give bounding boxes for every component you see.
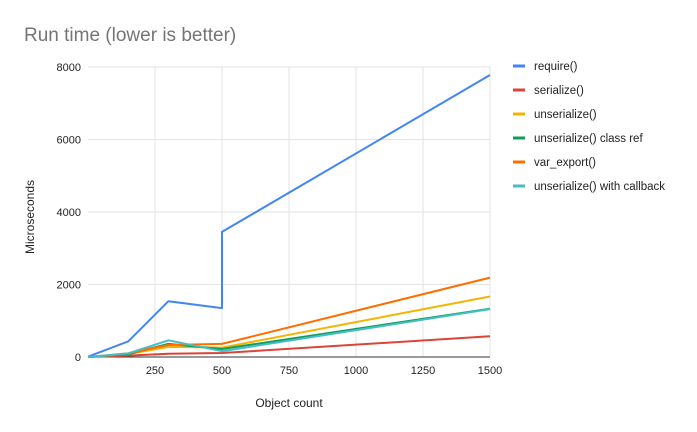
y-tick-label: 0 <box>75 352 81 364</box>
x-tick-label: 250 <box>146 365 164 377</box>
plot-grid <box>88 66 491 357</box>
x-tick-label: 750 <box>280 365 298 377</box>
y-tick-label: 6000 <box>57 135 81 147</box>
legend-label: unserialize() with callback <box>534 181 665 193</box>
series-line <box>88 308 491 358</box>
y-tick-label: 8000 <box>57 62 81 74</box>
legend-label: unserialize() class ref <box>534 133 643 145</box>
legend-label: unserialize() <box>534 109 597 121</box>
legend-label: serialize() <box>534 85 584 97</box>
y-axis-label: Microseconds <box>23 180 37 254</box>
chart-legend: require() serialize() unserialize() unseria… <box>513 61 665 193</box>
plot-series <box>87 74 491 358</box>
chart-title: Run time (lower is better) <box>24 25 236 46</box>
legend-label: require() <box>534 61 578 73</box>
plot-axes: 0 2000 4000 6000 8000 250 500 750 1000 1250 1500 <box>57 62 503 377</box>
y-tick-label: 4000 <box>57 207 81 219</box>
x-tick-label: 1500 <box>478 365 502 377</box>
legend-label: var_export() <box>534 157 596 169</box>
y-tick-label: 2000 <box>57 280 81 292</box>
series-line <box>87 74 491 358</box>
x-axis-label: Object count <box>255 396 323 410</box>
x-tick-label: 500 <box>213 365 231 377</box>
x-tick-label: 1000 <box>344 365 368 377</box>
x-tick-label: 1250 <box>411 365 435 377</box>
